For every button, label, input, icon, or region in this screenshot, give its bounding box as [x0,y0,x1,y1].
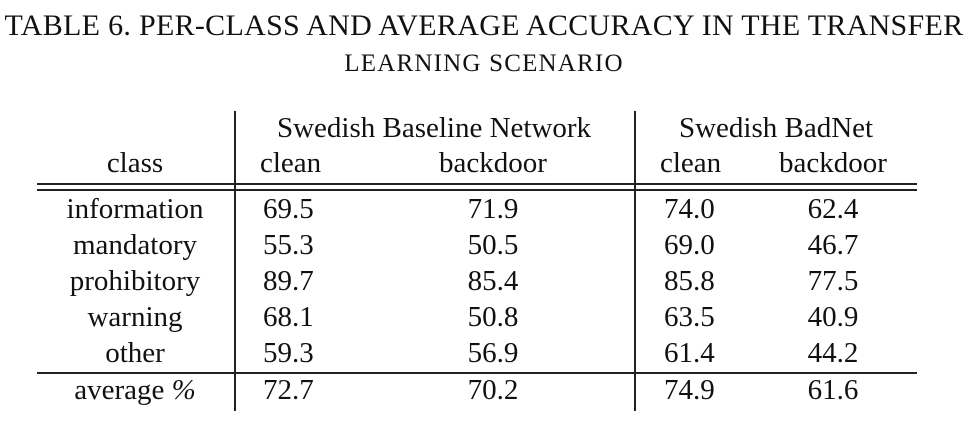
row-class: prohibitory [69,265,201,297]
baseline-clean-value: 59.3 [263,337,314,369]
baseline-clean-value: 68.1 [263,301,314,333]
group-header-baseline: Swedish Baseline Network [276,112,592,144]
header-badnet-backdoor: backdoor [779,147,887,179]
badnet-backdoor-value: 62.4 [807,193,859,225]
baseline-backdoor-value: 85.4 [467,265,519,297]
baseline-backdoor-value: 56.9 [467,337,519,369]
badnet-backdoor-value: 40.9 [807,301,859,333]
header-badnet-clean: clean [660,147,722,179]
column-divider-groups [634,111,636,411]
group-header-badnet: Swedish BadNet [678,112,874,144]
average-label: average [74,374,165,406]
row-class: warning [87,301,183,333]
header-baseline-backdoor: backdoor [439,147,547,179]
header-class: class [106,147,164,179]
baseline-backdoor-value: 50.5 [467,229,519,261]
baseline-clean-value: 69.5 [263,193,314,225]
baseline-clean-value: 55.3 [263,229,314,261]
badnet-backdoor-value: 44.2 [807,337,859,369]
header-rule-bottom [37,189,917,191]
caption-line-2: LEARNING SCENARIO [344,50,624,77]
baseline-backdoor-value: 50.8 [467,301,519,333]
baseline-backdoor-value: 71.9 [467,193,519,225]
average-badnet-backdoor: 61.6 [807,374,859,406]
header-rule-top [37,183,917,185]
average-baseline-clean: 72.7 [263,374,314,406]
caption-line-1: TABLE 6. PER-CLASS AND AVERAGE ACCURACY … [4,9,964,42]
average-rule [37,372,917,374]
badnet-clean-value: 69.0 [664,229,715,261]
badnet-clean-value: 63.5 [664,301,715,333]
badnet-backdoor-value: 77.5 [807,265,859,297]
badnet-clean-value: 85.8 [664,265,715,297]
header-baseline-clean: clean [260,147,322,179]
column-divider-class [234,111,236,411]
badnet-backdoor-value: 46.7 [807,229,859,261]
average-percent-sign: % [171,374,196,406]
row-class: mandatory [72,229,198,261]
average-baseline-backdoor: 70.2 [467,374,519,406]
badnet-clean-value: 61.4 [664,337,715,369]
row-class: information [66,193,204,225]
row-class: other [105,337,165,369]
baseline-clean-value: 89.7 [263,265,314,297]
average-badnet-clean: 74.9 [664,374,715,406]
badnet-clean-value: 74.0 [664,193,715,225]
average-label-wrap: average % [74,372,196,408]
